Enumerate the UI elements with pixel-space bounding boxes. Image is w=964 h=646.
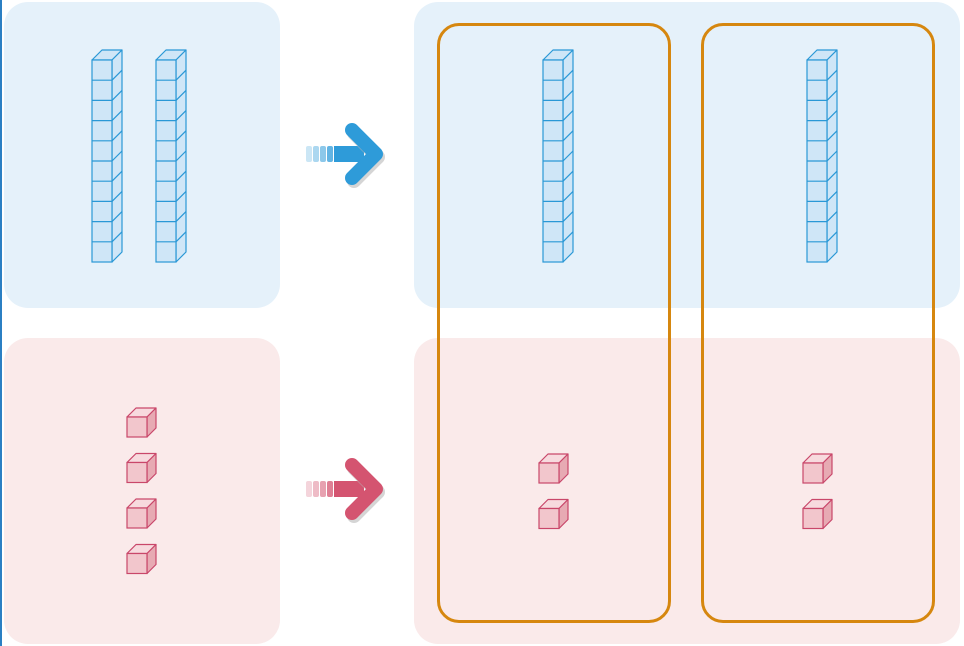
source-unit-cube [126,407,157,438]
ones-result-panel [414,338,960,644]
group-unit-cube [802,453,833,484]
group-ten-rod [806,49,838,263]
right-arrow-icon [306,458,385,523]
source-unit-cube [126,543,157,575]
right-arrow-icon [306,123,385,188]
group-unit-cube [538,498,569,530]
group-unit-cube [802,498,833,530]
group-ten-rod [542,49,574,263]
tens-source-panel [4,2,280,308]
tens-result-panel [414,2,960,308]
left-edge-line [0,0,2,646]
group-box-1 [437,23,671,623]
source-unit-cube [126,452,157,484]
source-unit-cube [126,498,157,529]
group-unit-cube [538,453,569,484]
group-box-2 [701,23,935,623]
source-ten-rod [91,49,123,263]
ones-source-panel [4,338,280,644]
source-ten-rod [155,49,187,263]
